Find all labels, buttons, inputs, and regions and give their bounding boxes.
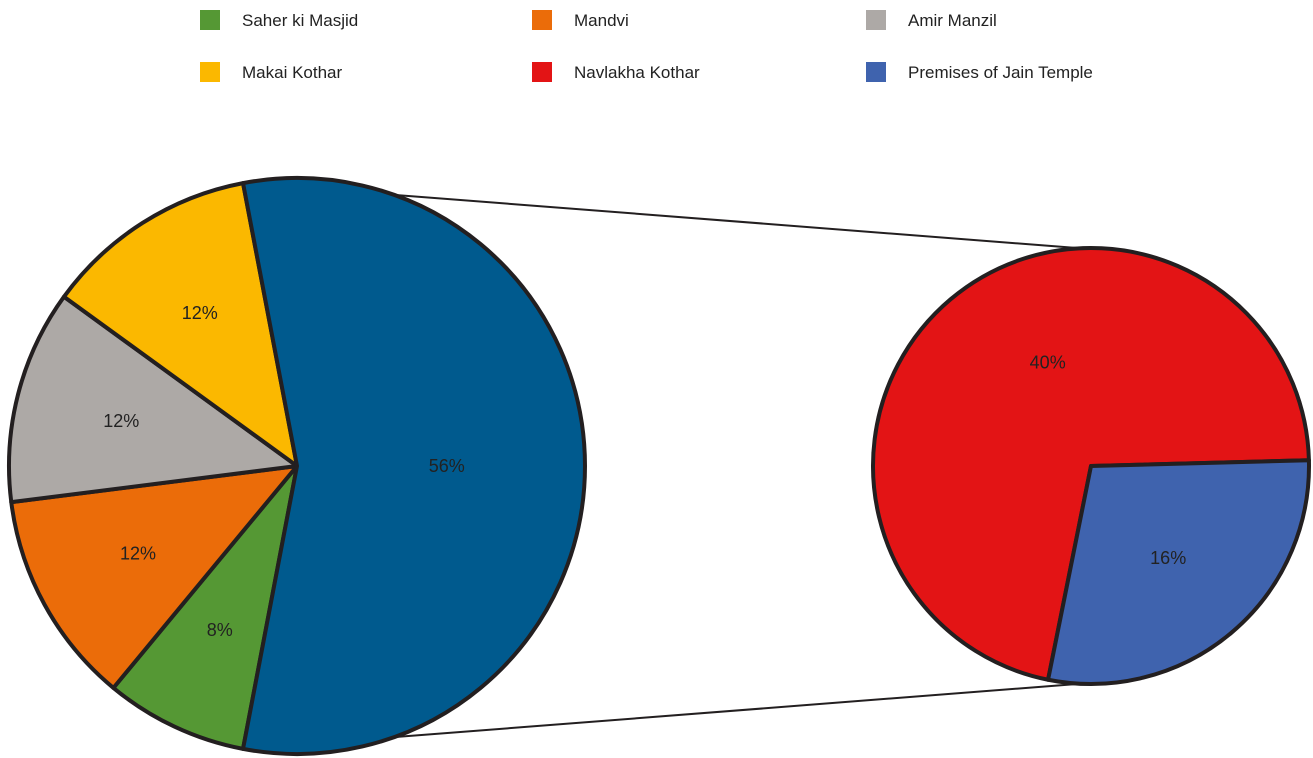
main-pie-label-amir-manzil: 12% — [103, 411, 139, 431]
main-pie-label-makai-kothar: 12% — [182, 303, 218, 323]
legend-swatch-mandvi — [532, 10, 552, 30]
secondary-pie-label-navlakha-kothar: 40% — [1030, 353, 1066, 373]
legend-label-saher-ki-masjid: Saher ki Masjid — [242, 11, 358, 30]
legend-swatch-premises-of-jain-temple — [866, 62, 886, 82]
main-pie-slice-mandvi — [9, 464, 299, 690]
secondary-pie-slice-navlakha-kothar — [871, 246, 1311, 682]
main-pie-slice-saher-ki-masjid — [111, 464, 299, 751]
main-pie: 8% 12% 12% 12% 56% — [7, 176, 587, 756]
secondary-pie: 40% 16% — [871, 246, 1311, 686]
legend-swatch-amir-manzil — [866, 10, 886, 30]
main-pie-slice-makai-kothar — [62, 181, 299, 468]
legend-label-makai-kothar: Makai Kothar — [242, 63, 342, 82]
main-pie-label-mandvi: 12% — [120, 543, 156, 563]
legend-label-navlakha-kothar: Navlakha Kothar — [574, 63, 700, 82]
legend-swatch-makai-kothar — [200, 62, 220, 82]
main-pie-slice-other — [241, 176, 587, 756]
secondary-pie-label-premises-of-jain-temple: 16% — [1150, 548, 1186, 568]
legend-label-amir-manzil: Amir Manzil — [908, 11, 997, 30]
secondary-pie-slice-premises-of-jain-temple — [1046, 458, 1311, 686]
legend-label-mandvi: Mandvi — [574, 11, 629, 30]
main-pie-slice-amir-manzil — [7, 294, 299, 505]
main-pie-label-saher-ki-masjid: 8% — [207, 620, 233, 640]
legend-label-premises-of-jain-temple: Premises of Jain Temple — [908, 63, 1093, 82]
legend-swatch-saher-ki-masjid — [200, 10, 220, 30]
legend: Saher ki Masjid Mandvi Amir Manzil Makai Ko… — [200, 10, 1093, 82]
main-pie-label-other: 56% — [429, 456, 465, 476]
legend-swatch-navlakha-kothar — [532, 62, 552, 82]
